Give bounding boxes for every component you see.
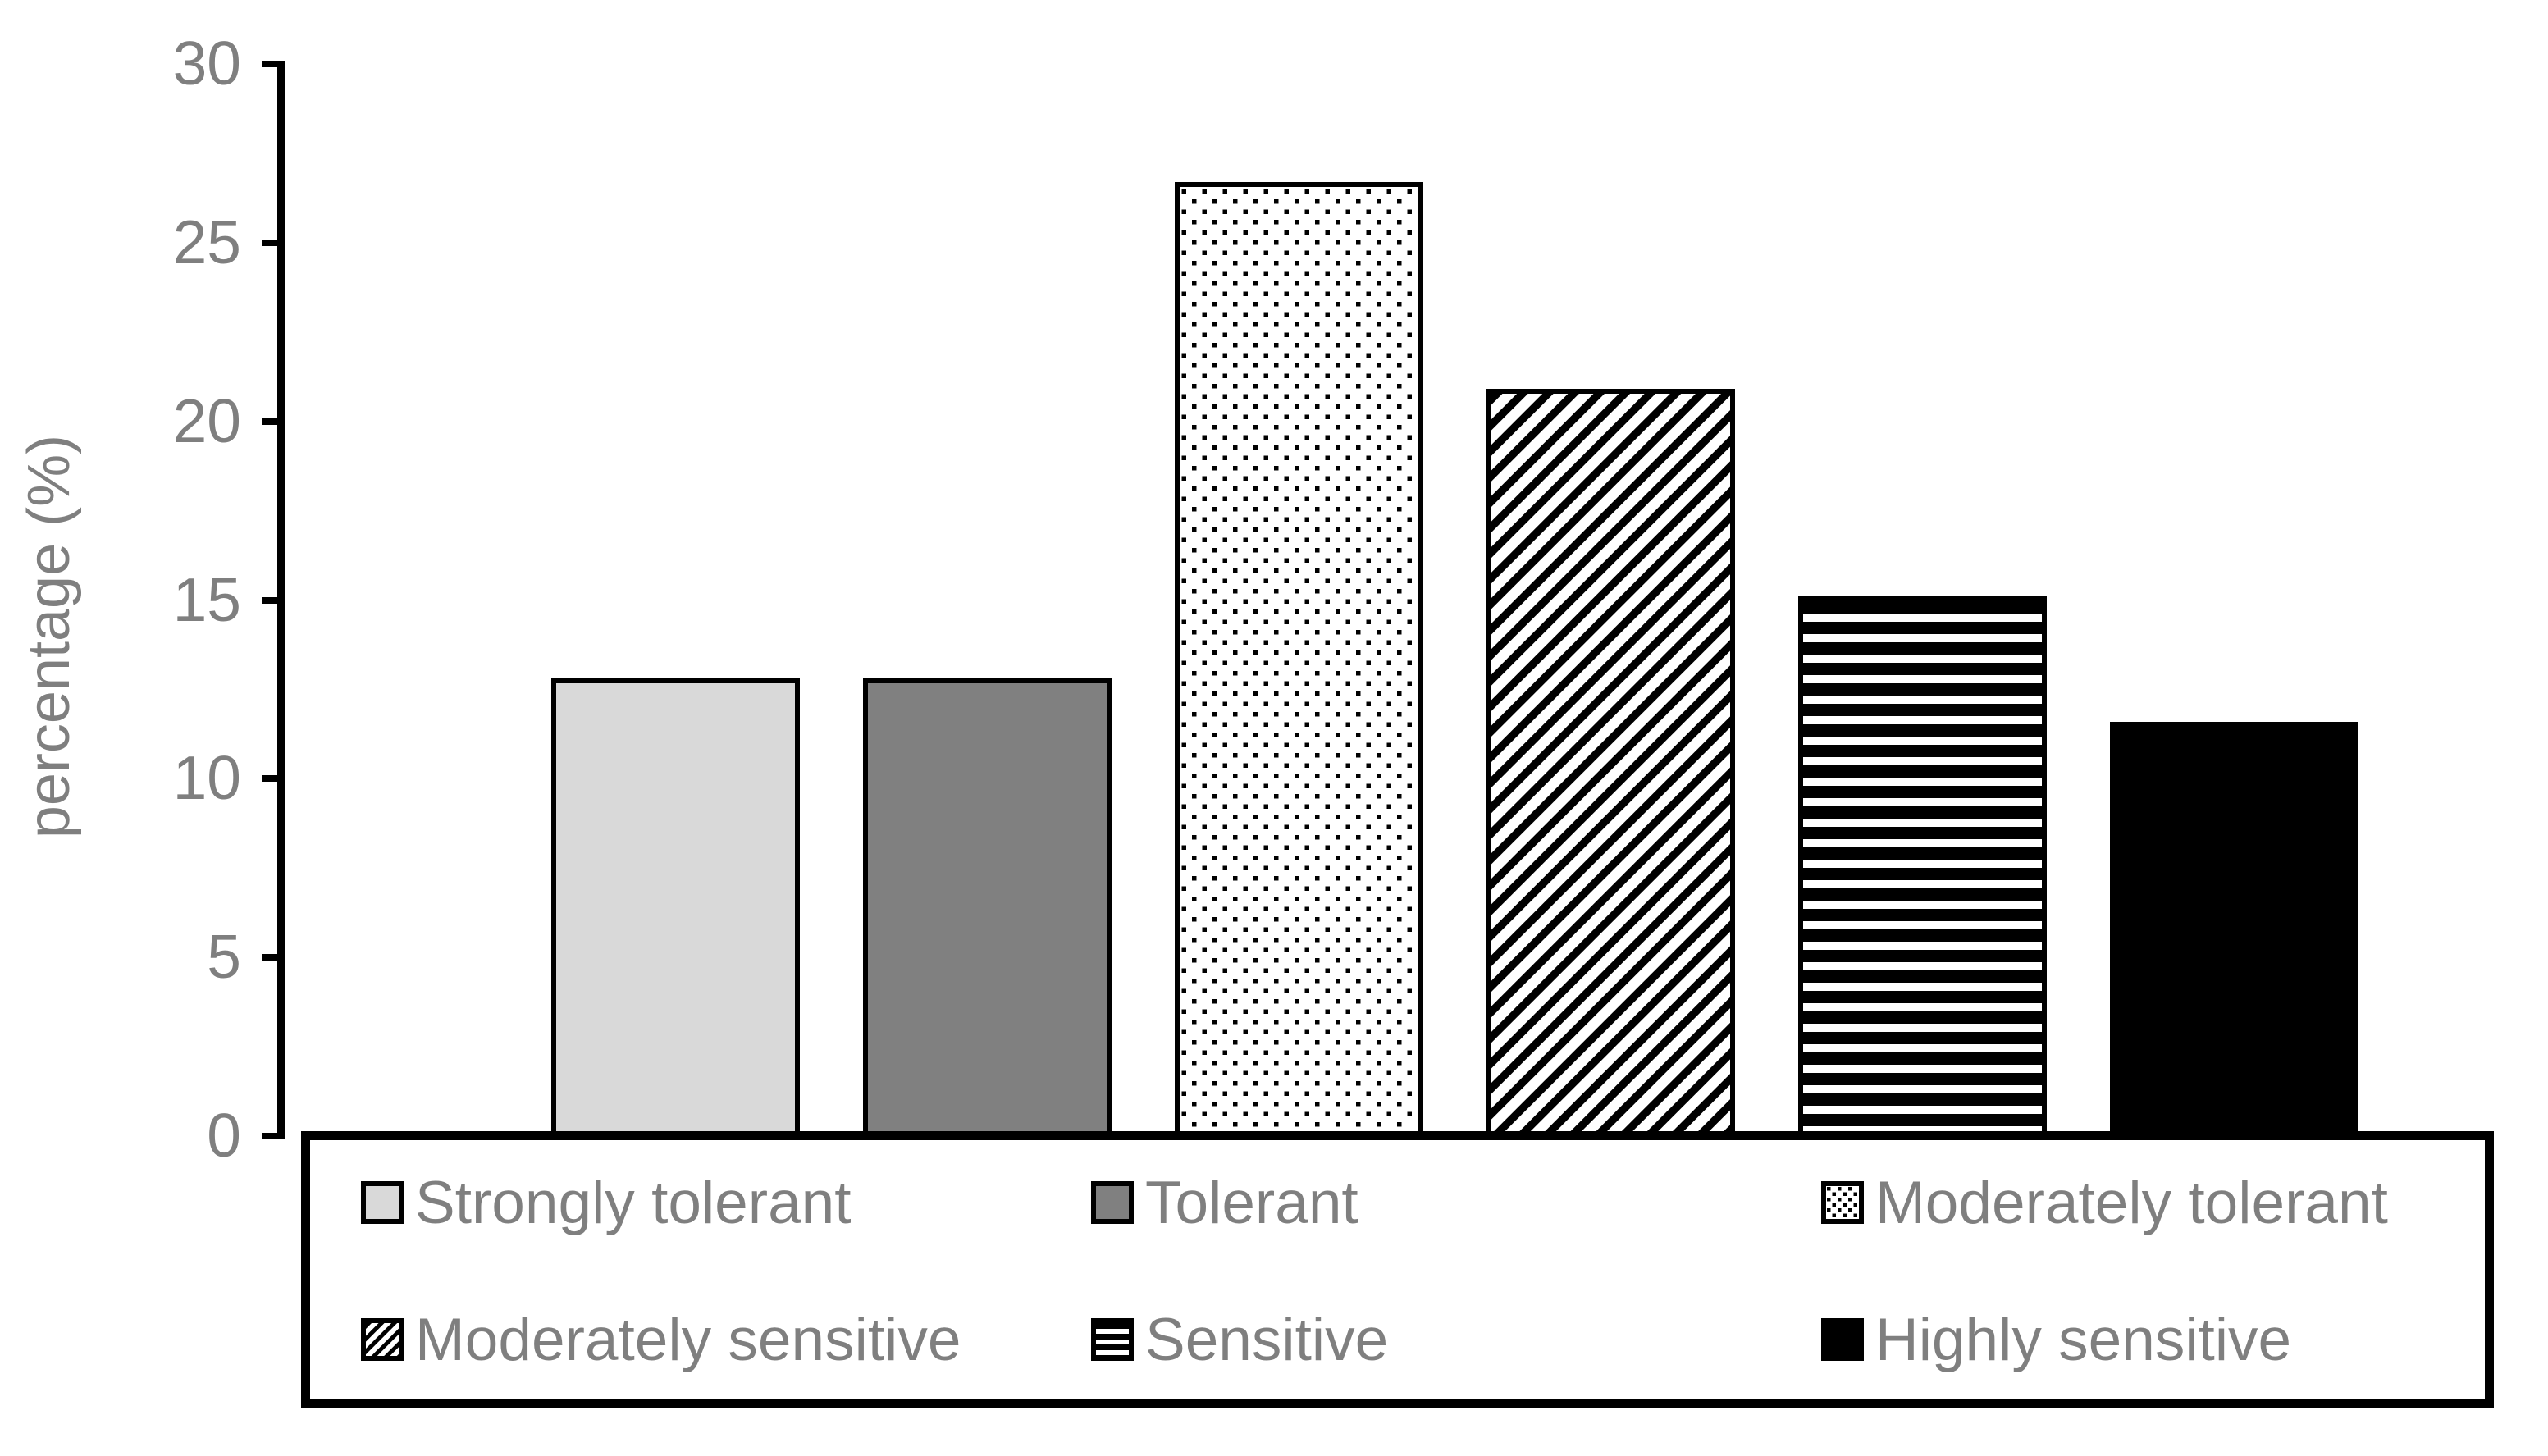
pattern-fill [1180, 186, 1418, 1132]
y-tick-mark-10 [262, 775, 285, 783]
legend-swatch-strongly-tolerant [361, 1181, 404, 1224]
legend-label-highly-sensitive: Highly sensitive [1875, 1307, 2292, 1373]
bar-tolerant [863, 678, 1112, 1137]
legend-swatch-moderately-tolerant [1821, 1181, 1864, 1224]
y-tick-mark-30 [262, 61, 285, 67]
y-tick-mark-20 [262, 418, 285, 425]
bar-sensitive [1798, 596, 2047, 1137]
y-tick-label-30: 30 [172, 29, 241, 98]
legend-label-sensitive: Sensitive [1145, 1307, 1389, 1373]
legend-box [301, 1131, 2494, 1408]
legend-label-moderately-tolerant: Moderately tolerant [1875, 1170, 2388, 1236]
y-tick-mark-5 [262, 954, 285, 961]
pattern-fill [366, 1323, 399, 1356]
y-tick-label-20: 20 [172, 386, 241, 455]
legend-swatch-tolerant [1091, 1181, 1134, 1224]
legend-label-moderately-sensitive: Moderately sensitive [415, 1307, 961, 1373]
y-tick-mark-25 [262, 239, 285, 246]
y-tick-mark-0 [262, 1133, 285, 1139]
bar-moderately-sensitive [1486, 389, 1735, 1137]
pattern-fill [1826, 1186, 1859, 1219]
y-tick-label-25: 25 [172, 207, 241, 276]
bar-moderately-tolerant [1175, 181, 1423, 1137]
bar-highly-sensitive [2110, 721, 2358, 1137]
legend-swatch-moderately-sensitive [361, 1318, 404, 1361]
y-tick-label-0: 0 [207, 1101, 241, 1170]
legend-label-strongly-tolerant: Strongly tolerant [415, 1170, 852, 1236]
pattern-fill [1096, 1323, 1129, 1356]
pattern-fill [1803, 601, 2042, 1132]
y-tick-mark-15 [262, 596, 285, 604]
legend-swatch-sensitive [1091, 1318, 1134, 1361]
y-tick-label-15: 15 [172, 564, 241, 634]
bar-strongly-tolerant [551, 678, 800, 1137]
y-tick-label-5: 5 [207, 922, 241, 992]
legend-swatch-highly-sensitive [1821, 1318, 1864, 1361]
legend-label-tolerant: Tolerant [1145, 1170, 1358, 1236]
y-tick-label-10: 10 [172, 743, 241, 813]
pattern-fill [1491, 394, 1730, 1132]
y-axis-title: percentage (%) [16, 434, 82, 839]
